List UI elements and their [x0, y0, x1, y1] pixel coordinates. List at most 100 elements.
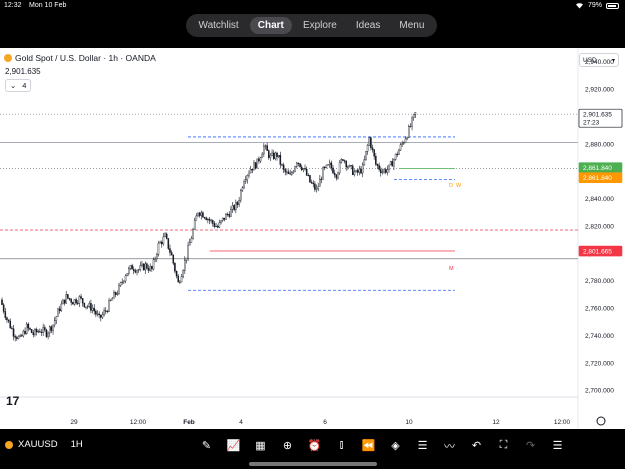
redo-icon[interactable]: ↷: [525, 440, 536, 452]
candle-body: [347, 166, 349, 168]
candle-body: [325, 164, 328, 168]
candle-body: [100, 314, 102, 318]
candle-body: [65, 294, 68, 304]
candle-body: [182, 270, 184, 277]
candle-body: [398, 149, 400, 155]
candle-body: [207, 218, 209, 221]
replay-icon[interactable]: ⏪: [361, 440, 376, 452]
candle-body: [16, 337, 18, 339]
candle-body: [85, 306, 87, 308]
candle-body: [371, 147, 374, 150]
candle-body: [32, 332, 35, 335]
candle-body: [210, 220, 212, 222]
candle-body: [264, 145, 267, 147]
candle-body: [407, 126, 410, 138]
tab-explore[interactable]: Explore: [302, 20, 337, 31]
candle-body: [68, 297, 71, 300]
price-chart[interactable]: 2,940.0002,920.0002,900.0002,880.0002,86…: [0, 48, 625, 429]
candle-body: [42, 327, 44, 333]
candle-body: [52, 324, 54, 331]
candle-body: [324, 167, 326, 169]
candle-body: [315, 188, 318, 190]
draw-pen-icon[interactable]: ✎: [201, 440, 212, 452]
more-icon[interactable]: ☰: [552, 440, 563, 452]
status-right: 79%: [575, 2, 619, 9]
candle-body: [309, 175, 311, 183]
candle-body: [272, 152, 275, 159]
undo-icon[interactable]: ↶: [471, 440, 482, 452]
candle-body: [360, 168, 362, 174]
green-price-tag: 2,861.840: [583, 165, 612, 172]
candle-body: [216, 226, 219, 228]
candle-body: [144, 263, 147, 271]
candle-body: [274, 152, 277, 159]
candle-body: [81, 298, 84, 304]
candle-body: [263, 145, 265, 155]
tab-watchlist[interactable]: Watchlist: [198, 20, 239, 31]
candle-body: [378, 165, 380, 170]
candle-body: [63, 299, 66, 304]
symbol-header[interactable]: Gold Spot / U.S. Dollar · 1h · OANDA: [4, 53, 156, 63]
candle-body: [383, 169, 385, 173]
candle-body: [225, 213, 227, 220]
candle-body: [319, 178, 321, 187]
candle-body: [19, 335, 21, 337]
candle-body: [393, 159, 395, 167]
candle-body: [22, 330, 25, 337]
chevron-down-icon: ▾: [611, 57, 615, 64]
layers-icon[interactable]: ◈: [391, 440, 400, 452]
candle-body: [243, 181, 245, 189]
clock: 12:32: [4, 2, 22, 9]
candle-body: [198, 212, 201, 216]
price-tick-label: 2,920.000: [585, 87, 614, 94]
currency-select[interactable]: USD ▾: [579, 53, 619, 67]
candle-body: [249, 169, 252, 174]
candle-body: [169, 248, 171, 253]
candle-icon[interactable]: ⫾: [339, 439, 344, 451]
candle-body: [187, 244, 189, 259]
candle-body: [391, 161, 394, 167]
tab-ideas[interactable]: Ideas: [355, 20, 381, 31]
candle-body: [160, 241, 163, 245]
candle-body: [137, 269, 140, 271]
candle-body: [379, 169, 382, 173]
candle-body: [142, 263, 145, 271]
candle-body: [361, 164, 364, 174]
candle-body: [167, 238, 170, 249]
candle-body: [213, 223, 216, 227]
date: Mon 10 Feb: [29, 2, 67, 9]
candle-body: [121, 281, 123, 283]
candle-body: [343, 160, 346, 162]
candle-body: [96, 313, 99, 315]
candle-body: [129, 265, 132, 269]
chart-area[interactable]: 2,940.0002,920.0002,900.0002,880.0002,86…: [0, 48, 625, 429]
alarm-icon[interactable]: ⏰: [307, 440, 322, 452]
indicators-icon[interactable]: 〰: [444, 440, 455, 453]
symbol-title: Gold Spot / U.S. Dollar · 1h · OANDA: [15, 53, 156, 63]
settings-sliders-icon[interactable]: ☰: [417, 440, 428, 452]
candle-body: [9, 320, 12, 329]
layout-grid-icon[interactable]: ▦: [255, 440, 266, 452]
candle-body: [108, 300, 110, 312]
candle-body: [88, 303, 91, 307]
chart-type-icon[interactable]: 📈: [226, 440, 241, 452]
last-price-readout: 2,901.635: [5, 67, 41, 76]
interval-button[interactable]: 1H: [70, 439, 83, 450]
candle-body: [281, 164, 283, 166]
candle-body: [292, 171, 295, 173]
candle-body: [101, 314, 104, 318]
candle-body: [289, 173, 291, 175]
countdown-tag: 27:23: [583, 120, 600, 127]
candle-body: [172, 254, 175, 264]
candle-body: [70, 299, 72, 303]
indicators-toggle[interactable]: ⌄ 4: [5, 79, 32, 92]
candle-body: [381, 171, 384, 173]
tab-chart[interactable]: Chart: [249, 17, 292, 34]
tab-menu[interactable]: Menu: [399, 20, 425, 31]
symbol-selector[interactable]: XAUUSD 1H: [5, 439, 83, 450]
candle-body: [136, 270, 138, 273]
add-icon[interactable]: ⊕: [282, 440, 293, 452]
fullscreen-icon[interactable]: ⛶: [499, 439, 508, 451]
candle-body: [116, 293, 119, 295]
candle-body: [179, 281, 181, 283]
